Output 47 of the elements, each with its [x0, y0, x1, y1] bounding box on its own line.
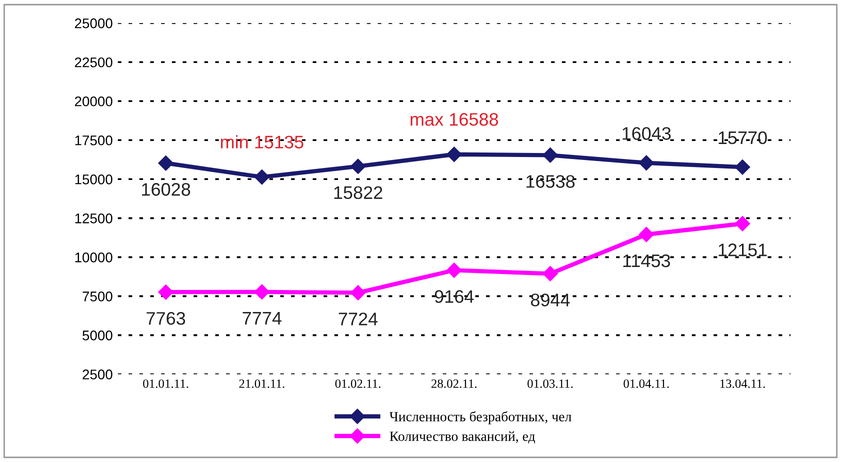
- y-tick-label: 2500: [82, 370, 112, 380]
- data-label: 16538: [526, 175, 575, 188]
- point: [446, 262, 462, 278]
- y-tick-label: 5000: [82, 330, 112, 340]
- point: [158, 156, 174, 171]
- data-label: 16043: [622, 127, 671, 140]
- x-tick-label: 28.02.11.: [431, 379, 477, 388]
- x-tick-label: 01.03.11.: [528, 379, 573, 388]
- point: [734, 216, 750, 232]
- x-tick-label: 13.04.11.: [720, 379, 765, 388]
- x-tick-label: 01.02.11.: [335, 379, 380, 388]
- y-tick-label: 10000: [75, 252, 112, 262]
- point: [542, 266, 558, 282]
- data-label: 7763: [146, 312, 186, 325]
- data-label: 7774: [242, 312, 282, 324]
- x-tick-label: 01.04.11.: [624, 379, 669, 388]
- legend-label: Количество вакансий, ед: [390, 431, 536, 444]
- point: [254, 284, 270, 300]
- data-label: 11453: [623, 254, 670, 268]
- legend-label: Численность безработных, чел: [389, 411, 572, 424]
- y-tick-label: 12500: [75, 214, 112, 224]
- point: [446, 146, 462, 162]
- point: [350, 158, 366, 174]
- x-tick-label: 21.01.11.: [239, 379, 284, 388]
- point: [542, 148, 558, 163]
- annotation: min 15135: [220, 135, 304, 148]
- annotation: max 16588: [410, 113, 498, 126]
- x-tick-label: 01.01.11.: [143, 379, 188, 388]
- point: [638, 155, 654, 170]
- y-tick-label: 17500: [75, 135, 112, 146]
- y-tick-label: 7500: [82, 292, 112, 302]
- data-label: 12151: [718, 244, 767, 256]
- data-label: 7724: [338, 312, 378, 326]
- point: [734, 160, 750, 175]
- point: [158, 284, 174, 300]
- data-label: 15770: [718, 131, 767, 144]
- data-label: 16028: [142, 183, 190, 196]
- data-label: 15822: [334, 186, 382, 200]
- data-label: 8944: [530, 294, 570, 306]
- point: [638, 226, 654, 242]
- point: [254, 169, 270, 185]
- data-label: 9164: [434, 290, 474, 303]
- y-tick-label: 20000: [74, 96, 112, 106]
- y-tick-label: 15000: [75, 174, 112, 184]
- point: [350, 285, 366, 300]
- y-tick-label: 22500: [74, 57, 112, 68]
- y-tick-label: 25000: [74, 18, 112, 28]
